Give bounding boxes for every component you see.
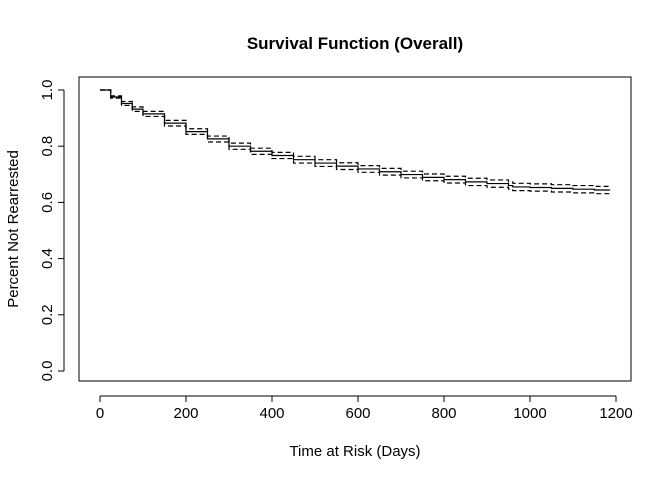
y-tick-label: 0.2 [39, 304, 56, 325]
y-tick-label: 1.0 [39, 80, 56, 101]
x-axis: 0 200 400 600 800 1000 1200 [96, 395, 633, 422]
y-tick-label: 0.0 [39, 361, 56, 382]
series-lower-ci-line [100, 89, 611, 195]
x-tick-label: 400 [259, 405, 284, 422]
series-upper-ci-line [100, 89, 611, 187]
x-axis-label: Time at Risk (Days) [289, 443, 420, 460]
x-tick-label: 600 [345, 405, 370, 422]
series-estimate-line [100, 89, 611, 191]
x-tick-label: 200 [173, 405, 198, 422]
plot-area-border [78, 76, 632, 382]
y-axis: 0.0 0.2 0.4 0.6 0.8 1.0 [39, 80, 65, 382]
x-tick-label: 1200 [599, 405, 632, 422]
y-tick-label: 0.4 [39, 248, 56, 269]
y-tick-label: 0.8 [39, 136, 56, 157]
y-tick-label: 0.6 [39, 192, 56, 213]
series-layer [100, 89, 611, 195]
x-tick-label: 800 [431, 405, 456, 422]
chart-title: Survival Function (Overall) [247, 34, 463, 53]
x-tick-label: 0 [96, 405, 104, 422]
x-tick-label: 1000 [513, 405, 546, 422]
y-axis-label: Percent Not Rearrested [5, 150, 22, 308]
